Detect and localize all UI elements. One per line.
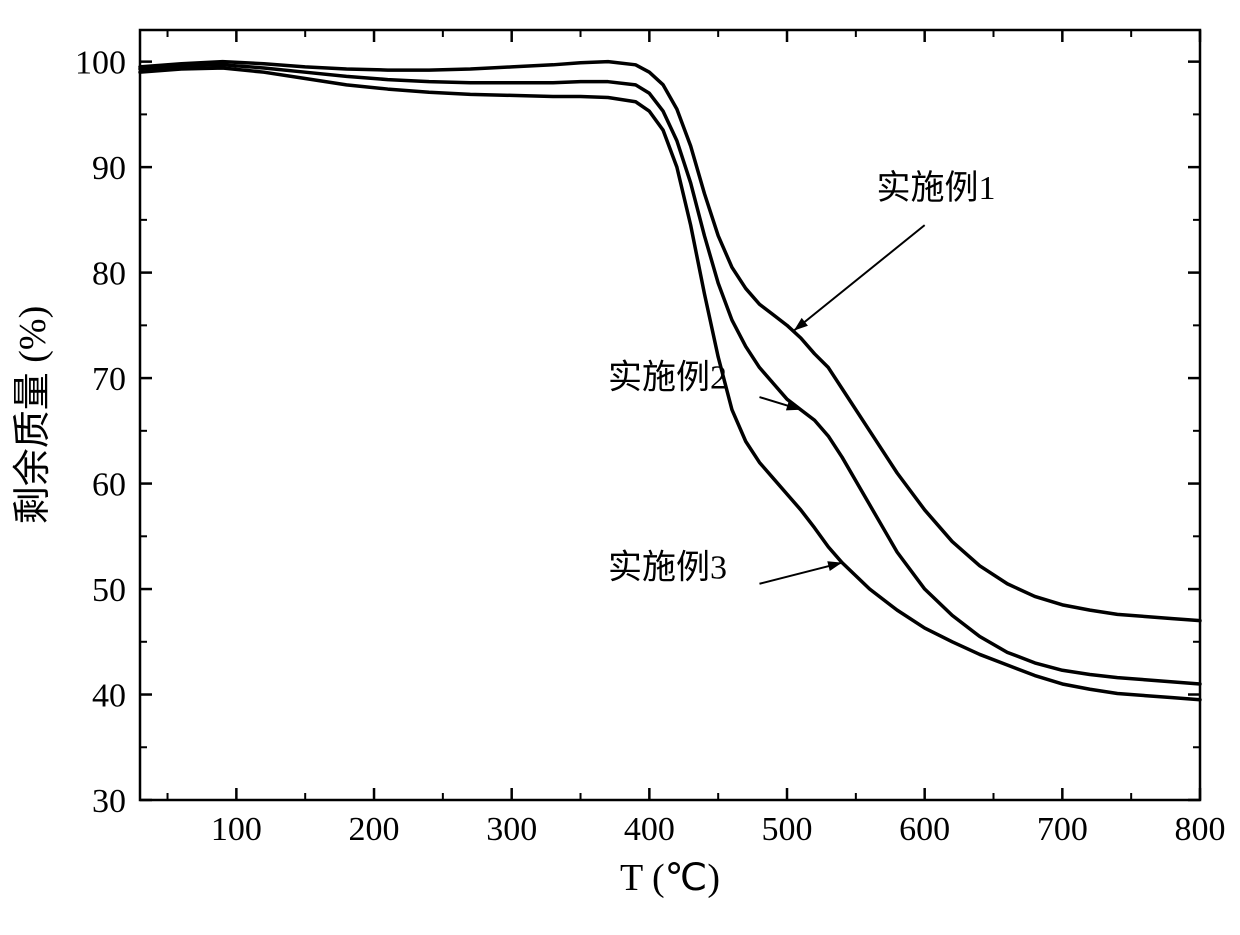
y-tick-label: 50	[92, 572, 126, 609]
annotation-ex3: 实施例3	[608, 548, 727, 586]
x-tick-label: 800	[1175, 811, 1226, 848]
x-tick-label: 400	[624, 811, 675, 848]
x-tick-label: 300	[486, 811, 537, 848]
y-tick-label: 30	[92, 783, 126, 820]
x-tick-label: 700	[1037, 811, 1088, 848]
annotation-ex2: 实施例2	[608, 359, 727, 397]
y-tick-label: 60	[92, 467, 126, 504]
y-tick-label: 100	[75, 45, 126, 82]
x-tick-label: 600	[899, 811, 950, 848]
y-tick-label: 80	[92, 256, 126, 293]
x-axis-title: T (℃)	[620, 857, 720, 899]
y-axis-title: 剩余质量 (%)	[12, 306, 54, 524]
chart-background	[0, 0, 1240, 935]
x-tick-label: 200	[349, 811, 400, 848]
x-tick-label: 100	[211, 811, 262, 848]
y-tick-label: 70	[92, 361, 126, 398]
x-tick-label: 500	[762, 811, 813, 848]
tga-chart: 100 200 300 400 500 600 700 800 T (℃) 30 40 50 60 70 8…	[0, 0, 1240, 935]
y-tick-label: 40	[92, 678, 126, 715]
y-tick-label: 90	[92, 150, 126, 187]
chart-svg: 100 200 300 400 500 600 700 800 T (℃) 30 40 50 60 70 8…	[0, 0, 1240, 935]
annotation-ex1: 实施例1	[876, 169, 995, 207]
